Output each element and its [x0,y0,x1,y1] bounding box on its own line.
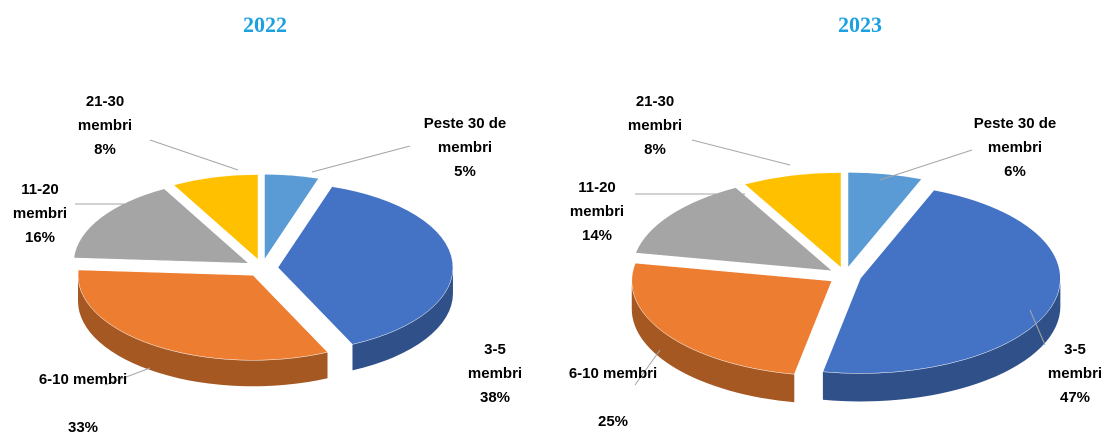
leader-line [691,139,791,166]
slice [635,187,833,272]
slice-value: 16% [24,229,56,246]
slice-label: 6-10 membri [568,365,658,382]
slice-side [78,275,328,387]
slice-side [352,267,453,371]
slice [822,189,1061,374]
slice-label: 21-30 membri [77,93,133,134]
leader-line [879,149,973,181]
slice-value: 25% [597,413,629,430]
slice-value: 47% [1059,389,1091,406]
slice-label: 3-5 membri [467,341,523,382]
slice-label: 11-20 membri [569,179,625,220]
leader-line [1029,309,1046,346]
chart-title: 2023 [838,12,882,37]
slice [744,172,842,269]
slice-label: Peste 30 de membri [973,115,1057,156]
slice [631,262,833,375]
slice-value: 8% [644,141,666,158]
slice-side [822,278,1061,402]
slice-label: Peste 30 de membri [423,115,507,156]
slice [77,269,329,361]
slice-value: 5% [454,163,476,180]
slice-value: 33% [67,419,99,436]
slice [277,186,454,345]
slice-label: 21-30 membri [627,93,683,134]
slice-value: 6% [1004,163,1026,180]
slice [73,188,250,264]
slice [847,172,923,269]
leader-line [149,139,239,171]
leader-line [104,367,151,386]
slice-value: 8% [94,141,116,158]
leader-line [311,145,411,173]
chart-title: 2022 [243,12,287,37]
slice [264,174,320,261]
slice [173,174,259,261]
slice-side [631,280,795,403]
slice-value: 38% [479,389,511,406]
slice-label: 3-5 membri [1047,341,1103,382]
slice-label: 6-10 membri [38,371,128,388]
leader-line [634,349,661,386]
slice-value: 14% [581,227,613,244]
slice-label: 11-20 membri [12,181,68,222]
